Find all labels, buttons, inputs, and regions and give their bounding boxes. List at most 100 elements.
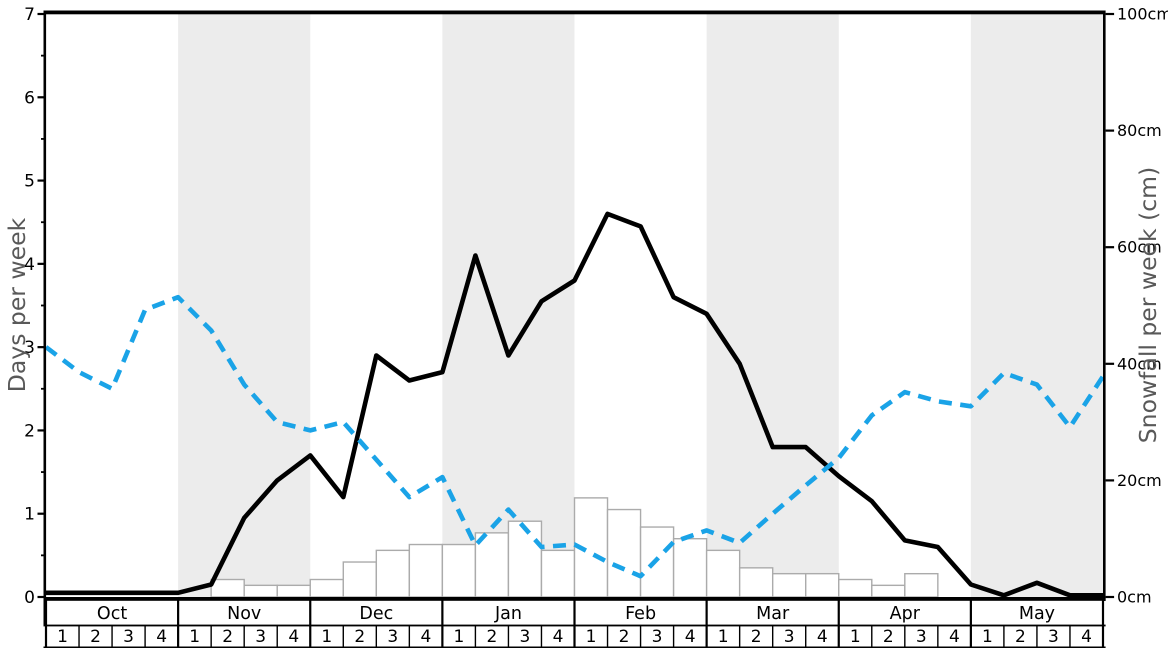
snowfall-bar xyxy=(838,578,873,598)
left-tick-label: 7 xyxy=(24,5,35,25)
snowfall-bar xyxy=(904,572,939,598)
week-number-label: 3 xyxy=(255,627,266,647)
week-number-label: 3 xyxy=(123,627,134,647)
week-boundary-line xyxy=(738,625,741,647)
week-boundary-line xyxy=(1003,625,1005,647)
week-number-label: 4 xyxy=(1081,627,1092,647)
series-lines xyxy=(44,211,1105,598)
snowfall-bar xyxy=(738,567,774,598)
black-solid-days-line xyxy=(46,211,1103,598)
week-boundary-line xyxy=(375,625,378,647)
week-number-label: 4 xyxy=(685,627,696,647)
week-number-label: 4 xyxy=(949,627,960,647)
week-number-label: 2 xyxy=(354,627,365,647)
month-week-table: Oct 1 2 3 4 Nov 1 2 3 4 Dec 1 2 3 4 Jan 1 2 3 4 Feb 1 2 3 4 Mar 1 2… xyxy=(43,597,1106,648)
week-number-label: 4 xyxy=(553,627,564,647)
left-spine xyxy=(43,10,47,626)
left-minor-tick xyxy=(41,554,46,557)
month-band xyxy=(442,14,575,597)
month-boundary-line xyxy=(969,597,972,648)
snowfall-bar xyxy=(606,508,642,598)
week-number-label: 1 xyxy=(57,627,68,647)
snowfall-bar xyxy=(309,578,344,598)
right-major-tick xyxy=(1105,479,1115,482)
week-number-label: 2 xyxy=(487,627,498,647)
week-boundary-line xyxy=(111,625,113,647)
left-minor-tick xyxy=(41,138,46,140)
month-band xyxy=(706,14,839,597)
month-label: Apr xyxy=(890,604,921,624)
week-boundary-line xyxy=(507,625,510,647)
left-minor-tick xyxy=(41,54,46,57)
week-number-label: 2 xyxy=(222,627,233,647)
week-number-label: 3 xyxy=(784,627,795,647)
left-minor-tick xyxy=(41,471,46,473)
week-boundary-line xyxy=(606,625,609,647)
snowfall-bar xyxy=(408,543,444,598)
snowfall-bar xyxy=(540,549,576,598)
week-boundary-line xyxy=(408,625,411,647)
week-boundary-line xyxy=(639,625,642,647)
month-boundary-line xyxy=(1101,597,1105,648)
week-boundary-line xyxy=(805,625,807,647)
week-boundary-line xyxy=(771,625,774,647)
snowfall-bar xyxy=(705,549,741,598)
month-label: Oct xyxy=(97,604,127,624)
week-number-label: 3 xyxy=(520,627,531,647)
week-number-label: 1 xyxy=(718,627,729,647)
week-boundary-line xyxy=(474,625,477,647)
right-tick-label: 80cm xyxy=(1117,121,1162,140)
week-number-label: 1 xyxy=(586,627,597,647)
week-boundary-line xyxy=(871,625,873,647)
week-boundary-line xyxy=(276,625,278,647)
snowfall-bar xyxy=(805,572,840,598)
month-boundary-line xyxy=(441,597,444,648)
left-major-tick xyxy=(37,429,46,432)
right-major-tick xyxy=(1105,129,1115,132)
month-boundary-line xyxy=(705,597,708,648)
month-label: Feb xyxy=(625,604,656,624)
right-tick-label: 20cm xyxy=(1117,471,1162,490)
blue-dashed-days-line xyxy=(44,294,1105,579)
week-number-label: 3 xyxy=(916,627,927,647)
week-number-label: 1 xyxy=(321,627,332,647)
week-number-label: 3 xyxy=(387,627,398,647)
week-boundary-line xyxy=(243,625,245,647)
month-label: May xyxy=(1019,604,1055,624)
right-axis-title: Snowfall per week (cm) xyxy=(1134,167,1162,443)
week-boundary-line xyxy=(904,625,906,647)
left-major-tick xyxy=(37,12,46,16)
week-boundary-line xyxy=(144,625,146,647)
snowfall-bar xyxy=(672,538,708,598)
month-boundary-line xyxy=(573,597,576,648)
left-axis-title: Days per week xyxy=(3,217,31,392)
month-bands xyxy=(178,14,1103,597)
left-tick-label: 0 xyxy=(24,588,35,608)
left-major-tick xyxy=(37,262,46,265)
left-minor-tick xyxy=(41,304,46,307)
month-boundary-line xyxy=(177,597,180,648)
month-band xyxy=(178,14,311,597)
left-tick-label: 3 xyxy=(24,338,35,358)
week-number-label: 1 xyxy=(189,627,200,647)
snowfall-bar xyxy=(771,572,807,598)
month-boundary-line xyxy=(837,597,840,648)
right-tick-label: 100cm xyxy=(1117,5,1168,24)
snowfall-bar xyxy=(507,520,543,598)
week-number-label: 2 xyxy=(751,627,762,647)
snowfall-bar xyxy=(342,561,378,598)
week-number-label: 4 xyxy=(288,627,299,647)
left-minor-tick xyxy=(41,221,46,224)
month-label: Dec xyxy=(359,604,393,624)
snowfall-bar xyxy=(441,543,477,598)
top-spine xyxy=(43,10,1106,15)
week-boundary-line xyxy=(540,625,543,647)
week-boundary-line xyxy=(342,625,344,647)
week-number-label: 2 xyxy=(883,627,894,647)
week-number-label: 1 xyxy=(850,627,861,647)
right-major-tick xyxy=(1105,595,1115,599)
left-major-tick xyxy=(37,346,46,349)
right-tick-label: 60cm xyxy=(1117,238,1162,257)
